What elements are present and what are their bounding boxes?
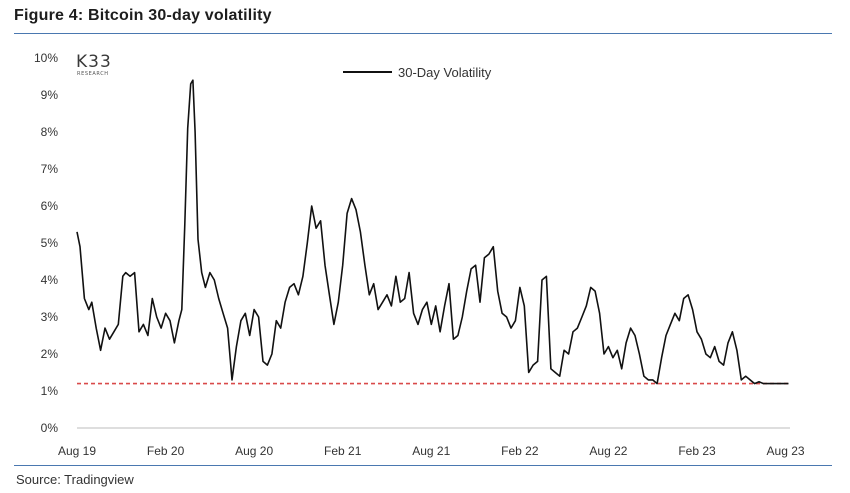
- k33-logo: K33 RESEARCH: [76, 52, 112, 77]
- y-axis: 0% 1% 2% 3% 4% 5% 6% 7% 8% 9% 10%: [34, 51, 58, 435]
- y-tick-label: 6%: [41, 199, 59, 213]
- y-tick-label: 5%: [41, 236, 59, 250]
- footer-divider: [14, 465, 832, 466]
- x-axis: Aug 19 Feb 20 Aug 20 Feb 21 Aug 21 Feb 22 Aug …: [58, 444, 805, 458]
- logo-wordmark: K33: [76, 52, 112, 72]
- x-tick-label: Aug 23: [767, 444, 805, 458]
- x-tick-label: Aug 22: [589, 444, 627, 458]
- x-tick-label: Aug 21: [412, 444, 450, 458]
- y-tick-label: 8%: [41, 125, 59, 139]
- x-tick-label: Feb 22: [501, 444, 539, 458]
- x-tick-label: Feb 23: [678, 444, 716, 458]
- legend: 30-Day Volatility: [343, 65, 492, 80]
- y-tick-label: 0%: [41, 421, 59, 435]
- source-note: Source: Tradingview: [16, 472, 134, 487]
- x-tick-label: Feb 21: [324, 444, 362, 458]
- x-tick-label: Aug 20: [235, 444, 273, 458]
- title-divider: [14, 33, 832, 34]
- x-tick-label: Feb 20: [147, 444, 185, 458]
- y-tick-label: 2%: [41, 347, 59, 361]
- y-tick-label: 7%: [41, 162, 59, 176]
- legend-label: 30-Day Volatility: [398, 65, 492, 80]
- y-tick-label: 10%: [34, 51, 58, 65]
- y-tick-label: 4%: [41, 273, 59, 287]
- y-tick-label: 9%: [41, 88, 59, 102]
- logo-subtitle: RESEARCH: [77, 71, 109, 77]
- figure-title: Figure 4: Bitcoin 30-day volatility: [14, 7, 272, 24]
- x-tick-label: Aug 19: [58, 444, 96, 458]
- y-tick-label: 3%: [41, 310, 59, 324]
- y-tick-label: 1%: [41, 384, 59, 398]
- volatility-series-line: [76, 79, 789, 385]
